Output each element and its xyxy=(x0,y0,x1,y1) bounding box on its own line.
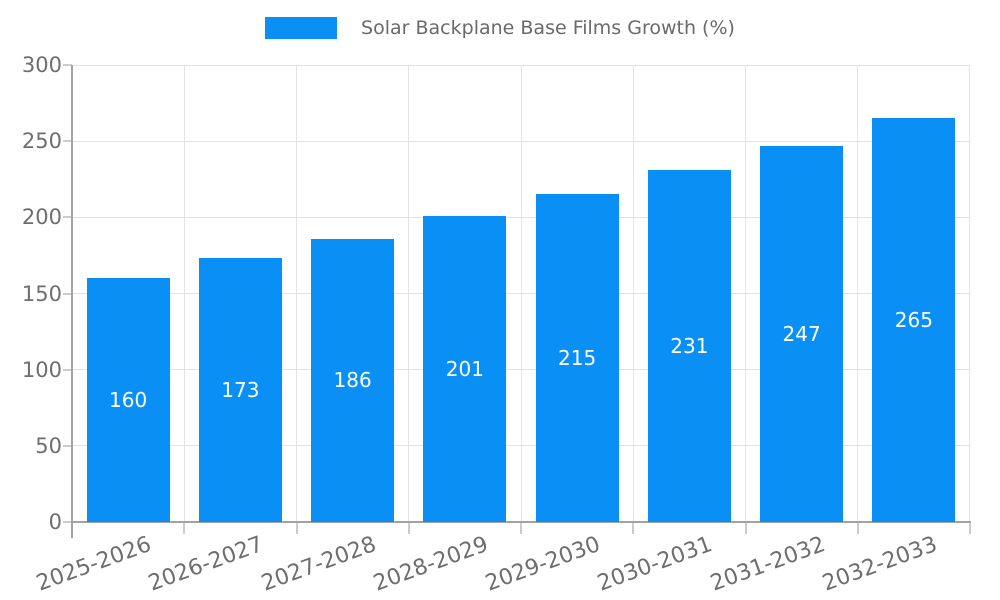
x-tick-label: 2031-2032 xyxy=(706,532,829,597)
x-tick-mark xyxy=(71,522,73,538)
x-tick-mark xyxy=(183,522,186,534)
x-tick-mark xyxy=(744,522,747,534)
bar: 186 xyxy=(311,238,395,522)
x-gridline xyxy=(745,65,746,522)
x-tick-label: 2027-2028 xyxy=(257,532,380,597)
x-tick-label: 2026-2027 xyxy=(145,532,267,597)
x-gridline xyxy=(857,65,859,522)
x-tick-label: 2028-2029 xyxy=(370,532,492,597)
y-tick-mark xyxy=(63,140,72,143)
y-tick-label: 250 xyxy=(21,129,62,154)
y-tick-mark xyxy=(63,368,72,371)
legend-swatch xyxy=(265,17,338,39)
y-tick-mark xyxy=(63,292,72,295)
x-gridline xyxy=(183,65,185,522)
x-tick-mark xyxy=(632,522,635,534)
y-axis-line xyxy=(71,65,73,524)
x-tick-mark xyxy=(295,522,298,534)
x-tick-label: 2030-2031 xyxy=(594,532,716,597)
y-tick-mark xyxy=(63,444,72,447)
x-tick-label: 2025-2026 xyxy=(33,532,155,597)
x-tick-label: 2032-2033 xyxy=(819,532,941,597)
bar-value-label: 201 xyxy=(445,356,484,381)
x-gridline xyxy=(408,65,410,522)
x-tick-mark xyxy=(520,522,522,534)
bar: 265 xyxy=(872,118,956,522)
bar: 215 xyxy=(535,194,619,522)
bar-value-label: 247 xyxy=(782,321,821,346)
x-tick-mark xyxy=(407,522,410,534)
legend-label: Solar Backplane Base Films Growth (%) xyxy=(361,17,735,39)
x-gridline xyxy=(968,65,970,522)
bar-value-label: 231 xyxy=(670,334,709,359)
bar-value-label: 160 xyxy=(109,388,148,413)
y-tick-label: 0 xyxy=(48,510,62,534)
x-tick-mark xyxy=(969,522,971,534)
y-tick-label: 100 xyxy=(21,357,62,382)
x-tick-label: 2029-2030 xyxy=(482,532,604,597)
bar: 231 xyxy=(647,170,731,522)
legend: Solar Backplane Base Films Growth (%) xyxy=(0,17,1000,39)
x-axis-line xyxy=(71,521,971,523)
x-tick-mark xyxy=(856,522,859,534)
x-gridline xyxy=(632,65,634,522)
y-tick-mark xyxy=(63,216,72,219)
bar: 201 xyxy=(423,215,507,522)
bar-value-label: 265 xyxy=(894,308,933,333)
y-tick-mark xyxy=(63,64,72,66)
y-tick-label: 200 xyxy=(21,205,62,230)
x-gridline xyxy=(520,65,522,522)
bar: 173 xyxy=(198,258,282,522)
bar: 247 xyxy=(760,145,844,522)
y-tick-label: 50 xyxy=(35,433,62,458)
x-gridline xyxy=(296,65,297,522)
bar: 160 xyxy=(86,278,170,522)
bar-value-label: 173 xyxy=(221,378,260,403)
bar-value-label: 186 xyxy=(333,368,372,393)
y-tick-mark xyxy=(63,521,72,523)
bar-value-label: 215 xyxy=(558,346,597,371)
y-tick-label: 150 xyxy=(21,281,62,306)
y-tick-label: 300 xyxy=(21,53,62,77)
